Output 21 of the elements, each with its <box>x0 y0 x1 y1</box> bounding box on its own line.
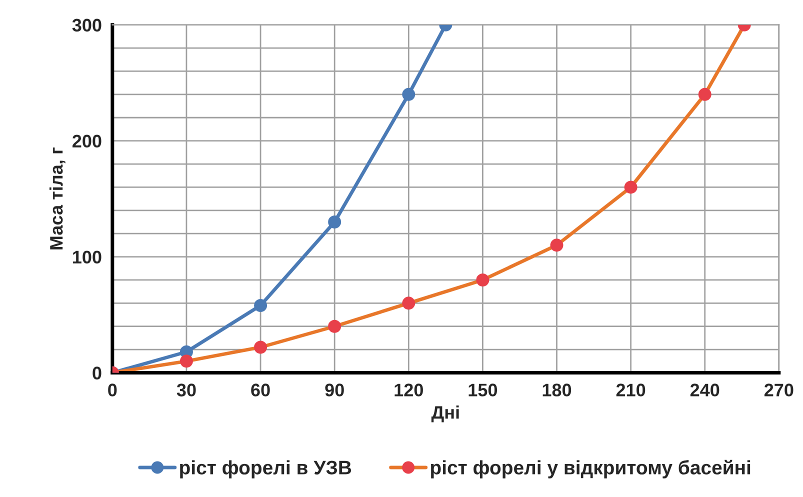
point <box>328 215 342 228</box>
point <box>402 88 416 101</box>
y-tick-label: 100 <box>73 250 102 264</box>
legend-label: ріст форелі у відкритому басейні <box>431 460 750 478</box>
y-tick-label: 200 <box>72 134 102 148</box>
x-tick-label: 30 <box>176 384 196 396</box>
point <box>254 298 268 312</box>
legend-label: ріст форелі в УЗВ <box>180 460 352 478</box>
x-tick-label: 150 <box>468 384 498 396</box>
x-tick-label: 240 <box>690 384 720 396</box>
y-tick-label: 300 <box>72 18 102 32</box>
y-axis-title: Маса тіла, г <box>49 148 66 250</box>
x-tick-label: 0 <box>108 384 117 396</box>
x-tick-label: 90 <box>325 384 344 396</box>
y-tick-label: 0 <box>92 366 102 380</box>
x-tick-label: 120 <box>394 384 423 396</box>
x-tick-label: 270 <box>764 384 794 396</box>
x-tick-label: 180 <box>542 384 572 396</box>
x-tick-label: 210 <box>616 384 646 396</box>
x-tick-label: 60 <box>251 384 270 396</box>
x-axis-title: Дні <box>431 406 459 422</box>
